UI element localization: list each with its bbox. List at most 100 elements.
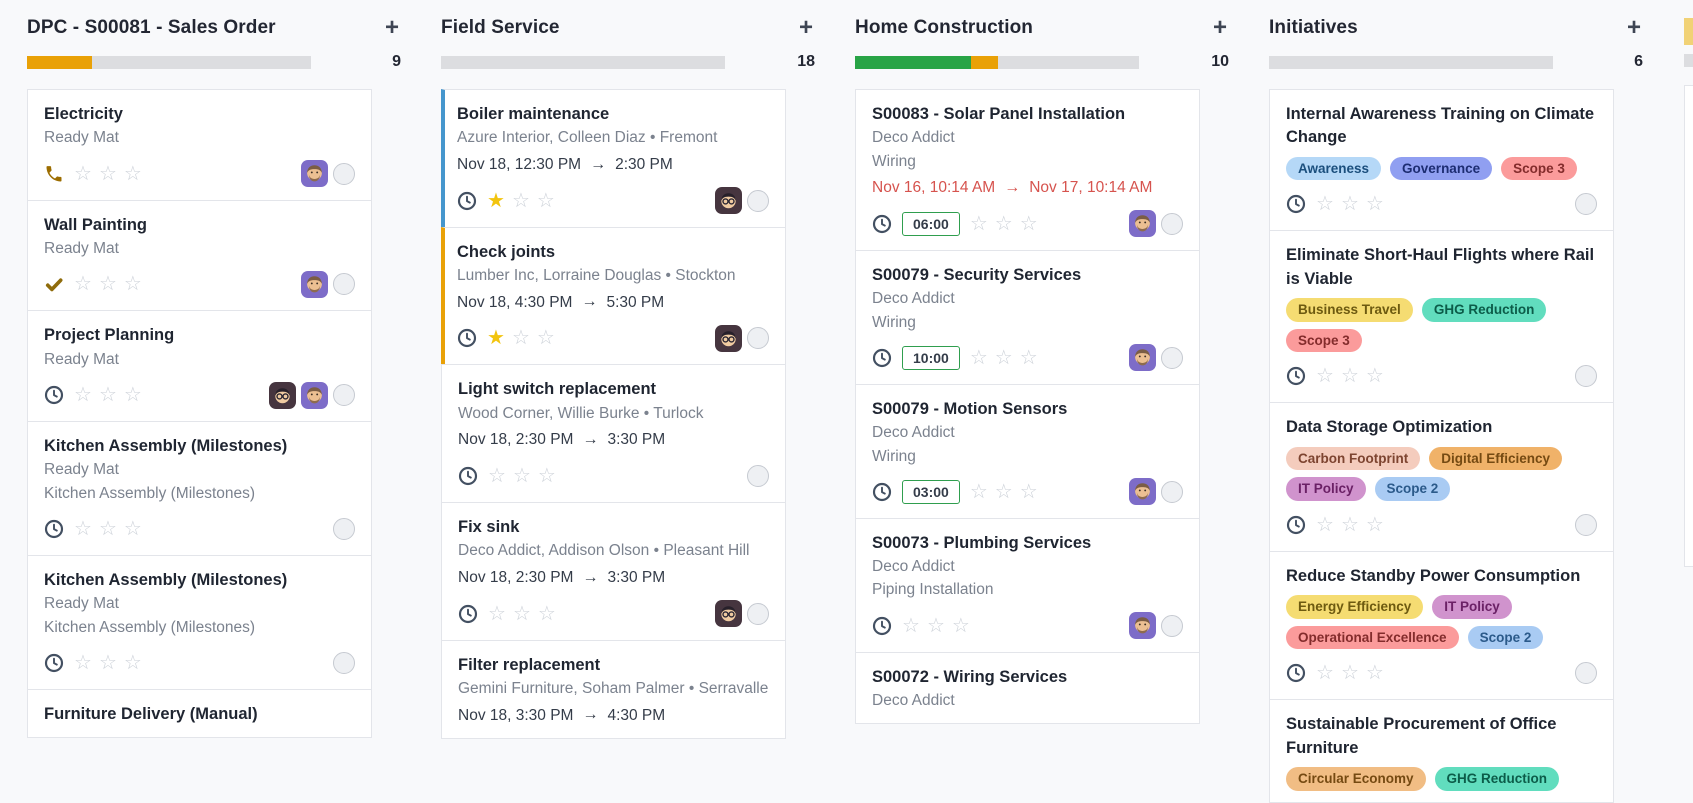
kanban-card[interactable]: Filter replacement Gemini Furniture, Soha… bbox=[441, 639, 786, 740]
star-empty-icon[interactable]: ☆ bbox=[488, 465, 506, 488]
star-empty-icon[interactable]: ☆ bbox=[969, 346, 988, 369]
star-empty-icon[interactable]: ☆ bbox=[1340, 193, 1359, 216]
phone-icon[interactable] bbox=[44, 164, 64, 184]
progress-segment-warning[interactable] bbox=[971, 55, 999, 69]
kanban-state-circle[interactable] bbox=[333, 517, 355, 540]
clock-icon[interactable] bbox=[1286, 515, 1306, 535]
star-empty-icon[interactable]: ☆ bbox=[98, 162, 117, 185]
star-empty-icon[interactable]: ☆ bbox=[123, 162, 142, 185]
clock-icon[interactable] bbox=[872, 616, 892, 636]
clock-icon[interactable] bbox=[44, 653, 64, 673]
column-progressbar[interactable] bbox=[441, 55, 725, 69]
star-empty-icon[interactable]: ☆ bbox=[98, 651, 117, 674]
clock-icon[interactable] bbox=[872, 348, 892, 368]
kanban-card[interactable]: S00079 - Security Services Deco Addict Wir… bbox=[855, 249, 1200, 385]
kanban-state-circle[interactable] bbox=[1161, 614, 1183, 637]
kanban-card[interactable]: S00072 - Wiring Services Deco Addict bbox=[855, 651, 1200, 725]
star-empty-icon[interactable]: ☆ bbox=[98, 273, 117, 296]
star-empty-icon[interactable]: ☆ bbox=[537, 602, 556, 625]
kanban-state-circle[interactable] bbox=[1161, 346, 1183, 369]
star-empty-icon[interactable]: ☆ bbox=[1019, 480, 1038, 503]
kanban-card[interactable]: Sustainable Procurement of Office Furnit… bbox=[1269, 699, 1614, 803]
star-empty-icon[interactable]: ☆ bbox=[951, 614, 970, 637]
star-empty-icon[interactable]: ☆ bbox=[994, 346, 1013, 369]
kanban-card[interactable]: Reduce Standby Power Consumption Energy E… bbox=[1269, 550, 1614, 701]
kanban-card[interactable]: Wall Painting Ready Mat ☆ ☆ ☆ bbox=[27, 199, 372, 312]
kanban-state-circle[interactable] bbox=[333, 273, 355, 296]
kanban-state-circle[interactable] bbox=[333, 162, 355, 185]
star-empty-icon[interactable]: ☆ bbox=[537, 465, 556, 488]
kanban-state-circle[interactable] bbox=[333, 384, 355, 407]
column-progressbar[interactable] bbox=[855, 55, 1139, 69]
check-icon[interactable] bbox=[44, 274, 64, 294]
kanban-card[interactable]: Project Planning Ready Mat ☆ ☆ ☆ bbox=[27, 310, 372, 423]
star-empty-icon[interactable]: ☆ bbox=[74, 273, 92, 296]
star-empty-icon[interactable]: ☆ bbox=[512, 602, 531, 625]
add-card-button[interactable]: + bbox=[798, 14, 813, 41]
kanban-card[interactable]: Electricity Ready Mat ☆ ☆ ☆ bbox=[27, 89, 372, 201]
star-empty-icon[interactable]: ☆ bbox=[1316, 193, 1334, 216]
column-progressbar[interactable] bbox=[27, 55, 311, 69]
clock-icon[interactable] bbox=[1286, 663, 1306, 683]
star-empty-icon[interactable]: ☆ bbox=[1365, 365, 1384, 388]
star-empty-icon[interactable]: ☆ bbox=[1316, 365, 1334, 388]
star-empty-icon[interactable]: ☆ bbox=[1316, 513, 1334, 536]
kanban-state-circle[interactable] bbox=[1575, 193, 1597, 216]
star-empty-icon[interactable]: ☆ bbox=[511, 189, 530, 212]
star-empty-icon[interactable]: ☆ bbox=[969, 480, 988, 503]
clock-icon[interactable] bbox=[44, 385, 64, 405]
clock-icon[interactable] bbox=[458, 466, 478, 486]
star-empty-icon[interactable]: ☆ bbox=[98, 384, 117, 407]
progress-segment-warning[interactable] bbox=[27, 55, 93, 69]
clock-icon[interactable] bbox=[44, 519, 64, 539]
star-empty-icon[interactable]: ☆ bbox=[994, 212, 1013, 235]
kanban-card[interactable]: Furniture Delivery (Manual) bbox=[27, 688, 372, 739]
kanban-card[interactable]: Boiler maintenance Azure Interior, Collee… bbox=[441, 89, 786, 228]
star-empty-icon[interactable]: ☆ bbox=[994, 480, 1013, 503]
kanban-card[interactable]: Eliminate Short-Haul Flights where Rail … bbox=[1269, 230, 1614, 404]
star-empty-icon[interactable]: ☆ bbox=[123, 273, 142, 296]
star-empty-icon[interactable]: ☆ bbox=[488, 602, 506, 625]
kanban-card[interactable]: Fix sink Deco Addict, Addison Olson • Ple… bbox=[441, 502, 786, 641]
star-empty-icon[interactable]: ☆ bbox=[1316, 662, 1334, 685]
star-empty-icon[interactable]: ☆ bbox=[74, 162, 92, 185]
add-card-button[interactable]: + bbox=[384, 14, 399, 41]
star-empty-icon[interactable]: ☆ bbox=[1365, 662, 1384, 685]
star-empty-icon[interactable]: ☆ bbox=[74, 651, 92, 674]
star-filled-icon[interactable]: ★ bbox=[487, 189, 505, 212]
kanban-state-circle[interactable] bbox=[1161, 480, 1183, 503]
column-progressbar[interactable] bbox=[1269, 55, 1553, 69]
kanban-state-circle[interactable] bbox=[747, 189, 769, 212]
star-empty-icon[interactable]: ☆ bbox=[1340, 513, 1359, 536]
star-empty-icon[interactable]: ☆ bbox=[123, 517, 142, 540]
kanban-state-circle[interactable] bbox=[747, 327, 769, 350]
add-card-button[interactable]: + bbox=[1626, 14, 1641, 41]
clock-icon[interactable] bbox=[457, 191, 477, 211]
star-empty-icon[interactable]: ☆ bbox=[1340, 662, 1359, 685]
clock-icon[interactable] bbox=[872, 214, 892, 234]
clock-icon[interactable] bbox=[458, 604, 478, 624]
kanban-card[interactable]: S00083 - Solar Panel Installation Deco Ad… bbox=[855, 89, 1200, 251]
kanban-card[interactable]: Data Storage Optimization Carbon Footprin… bbox=[1269, 402, 1614, 552]
clock-icon[interactable] bbox=[872, 482, 892, 502]
kanban-card[interactable]: Kitchen Assembly (Milestones) Ready Mat Ki… bbox=[27, 421, 372, 556]
kanban-card[interactable]: Internal Awareness Training on Climate C… bbox=[1269, 89, 1614, 232]
add-card-button[interactable]: + bbox=[1212, 14, 1227, 41]
star-empty-icon[interactable]: ☆ bbox=[1340, 365, 1359, 388]
star-empty-icon[interactable]: ☆ bbox=[98, 517, 117, 540]
kanban-state-circle[interactable] bbox=[747, 602, 769, 625]
star-empty-icon[interactable]: ☆ bbox=[123, 651, 142, 674]
clock-icon[interactable] bbox=[1286, 366, 1306, 386]
star-empty-icon[interactable]: ☆ bbox=[536, 189, 555, 212]
kanban-state-circle[interactable] bbox=[1575, 365, 1597, 388]
star-empty-icon[interactable]: ☆ bbox=[902, 614, 920, 637]
star-empty-icon[interactable]: ☆ bbox=[1365, 193, 1384, 216]
star-empty-icon[interactable]: ☆ bbox=[1365, 513, 1384, 536]
kanban-card[interactable]: S00079 - Motion Sensors Deco Addict Wiring… bbox=[855, 383, 1200, 519]
star-empty-icon[interactable]: ☆ bbox=[926, 614, 945, 637]
clock-icon[interactable] bbox=[457, 328, 477, 348]
star-empty-icon[interactable]: ☆ bbox=[536, 327, 555, 350]
kanban-state-circle[interactable] bbox=[1575, 513, 1597, 536]
kanban-state-circle[interactable] bbox=[747, 465, 769, 488]
kanban-state-circle[interactable] bbox=[333, 651, 355, 674]
